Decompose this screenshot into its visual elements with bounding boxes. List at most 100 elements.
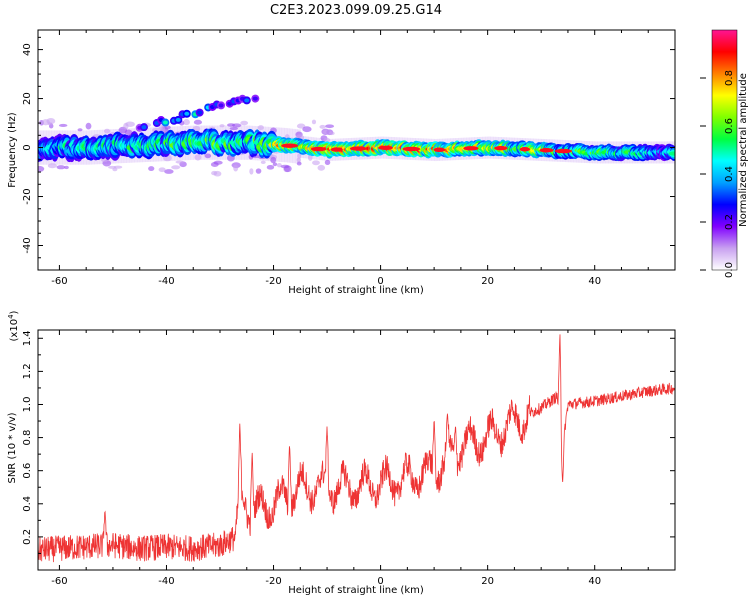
heat-speck: [255, 168, 262, 174]
heat-ridge2-core: [197, 110, 203, 115]
heat-speck: [260, 160, 266, 165]
heat-speck: [171, 165, 181, 170]
heat-speck: [148, 166, 155, 172]
heat-ridge2-core: [184, 111, 190, 116]
heat-speck: [308, 154, 313, 161]
x-tick-label: 20: [481, 576, 494, 587]
snr-series-line: [38, 334, 675, 563]
heat-peak-cell: [539, 148, 554, 153]
spectrogram-y-label: Frequency (Hz): [7, 112, 18, 188]
heat-speck: [123, 122, 129, 130]
heat-peak-cell: [494, 145, 508, 151]
heat-speck: [183, 119, 190, 126]
snr-y-label: SNR (10 * v/v): [7, 412, 18, 483]
x-tick-label: 20: [481, 276, 494, 287]
colorbar-label: Normalized spectral amplitude: [738, 73, 749, 227]
heat-speck: [272, 162, 278, 167]
heat-ridge2-core: [175, 117, 181, 122]
heat-peak-cell: [349, 146, 367, 151]
colorbar-tick-label: 0.8: [724, 70, 735, 86]
colorbar-tick-label: 0.2: [724, 214, 735, 230]
heat-speck: [204, 153, 212, 159]
spectrogram-frame: [37, 29, 676, 271]
colorbar-gradient: [711, 29, 738, 271]
y-tick-label: 0.6: [22, 463, 33, 479]
heat-ridge2-core: [244, 98, 250, 103]
x-tick-label: 0: [377, 276, 383, 287]
heat-speck: [296, 161, 302, 166]
heat-speck: [312, 160, 320, 166]
x-tick-label: -60: [51, 576, 67, 587]
heat-ridge2-core: [218, 103, 224, 108]
heat-speck: [164, 169, 174, 174]
heat-peak-cell: [519, 147, 531, 152]
x-tick-label: 40: [588, 276, 601, 287]
x-tick-label: -20: [265, 576, 281, 587]
heat-speck: [266, 164, 275, 170]
y-tick-label: -40: [22, 237, 33, 253]
heat-peak-cell: [378, 145, 393, 150]
heat-speck: [175, 160, 185, 164]
heat-speck: [283, 165, 292, 173]
colorbar: 0.0 0.2 0.4 0.6 0.8 Normalized spectral ampl…: [700, 29, 749, 278]
y-tick-label: 0.2: [22, 529, 33, 545]
heat-speck: [276, 163, 282, 168]
heat-speck: [302, 126, 312, 133]
colorbar-tick-label: 0.6: [724, 118, 735, 134]
heat-speck: [231, 123, 242, 128]
heat-speck: [41, 119, 50, 126]
heat-speck: [77, 128, 83, 132]
heat-speck: [85, 122, 92, 130]
colorbar-tick-label: 0.0: [724, 262, 735, 278]
colorbar-tick-label: 0.4: [724, 166, 735, 182]
heat-speck: [296, 157, 301, 163]
heat-speck: [233, 164, 239, 172]
x-tick-label: -40: [158, 276, 174, 287]
heat-speck: [64, 165, 69, 170]
x-tick-label: -20: [265, 276, 281, 287]
heat-speck: [240, 120, 249, 126]
x-tick-label: 40: [588, 576, 601, 587]
y-tick-label: 20: [22, 92, 33, 105]
spectrogram-y-axis: -40 -20 0 20 40: [22, 36, 675, 259]
heat-speck: [311, 119, 317, 125]
heat-speck: [112, 167, 118, 172]
heat-speck: [323, 137, 331, 143]
spectrogram-x-label: Height of straight line (km): [288, 285, 424, 296]
heat-peak-cell: [310, 146, 327, 152]
heat-speck: [38, 165, 45, 173]
heat-speck: [158, 167, 166, 173]
spectrogram-x-axis: -60 -40 -20 0 20 40: [51, 30, 676, 287]
y-tick-label: -20: [22, 188, 33, 204]
heat-speck: [325, 124, 335, 129]
heat-speck: [297, 153, 302, 159]
snr-plot-area: [38, 330, 675, 570]
heat-speck: [317, 164, 326, 171]
heat-peak-cell: [330, 147, 343, 152]
heat-speck: [296, 123, 306, 129]
heat-speck: [47, 163, 57, 169]
figure-title: C2E3.2023.099.09.25.G14: [270, 3, 442, 18]
heat-peak-cell: [433, 147, 446, 152]
y-tick-label: 1.0: [22, 397, 33, 413]
heat-speck: [213, 160, 223, 165]
heat-peak-cell: [463, 146, 479, 151]
heat-speck: [219, 124, 225, 128]
heat-speck: [328, 131, 335, 136]
snr-y-axis: 0.2 0.4 0.6 0.8 1.0 1.2 1.4: [22, 330, 675, 554]
colorbar-ticks: 0.0 0.2 0.4 0.6 0.8: [700, 70, 735, 278]
heat-peak-cell: [281, 143, 298, 148]
snr-x-axis: -60 -40 -20 0 20 40: [51, 330, 676, 587]
snr-panel: -60 -40 -20 0 20 40 0.2 0.4 0.6 0.8 1.0 1.2 1.4 Hei…: [7, 310, 676, 596]
heat-speck: [257, 125, 264, 131]
heat-ridge2-core: [252, 96, 258, 101]
heat-speck: [58, 123, 68, 127]
heat-ridge2-core: [141, 125, 147, 130]
heat-speck: [229, 126, 239, 131]
y-tick-label: 0: [22, 144, 33, 150]
snr-y-scale: (x104): [7, 310, 20, 341]
y-tick-label: 0.8: [22, 430, 33, 446]
heat-speck: [324, 159, 331, 166]
heat-speck: [249, 168, 254, 175]
